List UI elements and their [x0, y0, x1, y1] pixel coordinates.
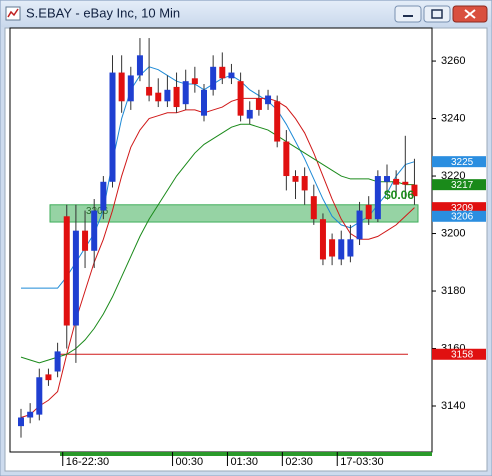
price-tag-label: 3217	[451, 180, 474, 191]
y-tick-label: 3180	[441, 285, 465, 297]
y-tick-label: 3240	[441, 112, 465, 124]
candle-body	[109, 72, 116, 182]
candle-body	[246, 109, 253, 119]
y-tick-label: 3140	[441, 400, 465, 412]
window-title: S.EBAY - eBay Inc, 10 Min	[26, 5, 180, 20]
moving-average	[20, 123, 415, 364]
candle-body	[255, 98, 262, 110]
candle-body	[146, 86, 153, 96]
price-tag	[432, 156, 486, 168]
candle-body	[201, 89, 207, 116]
candle-body	[63, 216, 70, 326]
price-change: $0.06	[384, 188, 414, 202]
candle-body	[27, 411, 34, 418]
x-tick-label: 02:30	[285, 456, 313, 468]
candle-body	[338, 239, 345, 260]
candle-body	[310, 196, 317, 220]
candle-body	[411, 184, 418, 197]
candle-body	[265, 95, 272, 105]
plot-area	[9, 27, 433, 453]
price-tag-label: 3158	[451, 349, 474, 360]
candle-body	[301, 176, 308, 191]
candle-body	[228, 72, 235, 79]
window-icon	[7, 8, 19, 18]
price-tag	[432, 202, 486, 214]
candle-body	[393, 178, 400, 185]
price-tag	[432, 348, 486, 360]
candle-body	[274, 101, 281, 142]
candle-body	[347, 239, 354, 257]
candle-body	[136, 55, 143, 76]
y-tick-label: 3260	[441, 55, 465, 67]
price-tag	[432, 210, 486, 222]
candle-body	[72, 230, 79, 326]
candle-body	[292, 176, 299, 182]
candle-body	[356, 210, 363, 240]
price-tag-label: 3209	[451, 203, 474, 214]
x-tick-label: 00:30	[176, 456, 204, 468]
candle-body	[45, 374, 52, 381]
time-strip	[60, 452, 432, 456]
y-tick-label: 3220	[441, 170, 465, 182]
candle-body	[118, 72, 125, 102]
candle-body	[319, 219, 326, 260]
candle-body	[365, 204, 372, 220]
candle-body	[127, 75, 134, 102]
candle-body	[283, 141, 290, 177]
candle-body	[164, 89, 171, 102]
candle-body	[219, 66, 226, 79]
zone-band	[49, 204, 419, 223]
candle-body	[402, 181, 409, 185]
candle-body	[384, 176, 390, 182]
candle-body	[54, 351, 61, 372]
candle-body	[36, 377, 43, 415]
x-tick-label: 17-03:30	[340, 456, 383, 468]
x-tick-label: 16-22:30	[66, 456, 109, 468]
candle-body	[155, 92, 162, 102]
candle-body	[91, 210, 98, 251]
maximize-button[interactable]	[423, 5, 451, 23]
y-tick-label: 3200	[441, 227, 465, 239]
candle-body	[173, 86, 180, 108]
candle-body	[82, 230, 89, 251]
x-tick-label: 01:30	[230, 456, 258, 468]
minimize-button[interactable]	[394, 5, 422, 23]
candle-body	[237, 81, 244, 116]
candle-body	[100, 181, 107, 211]
candle-body	[182, 81, 189, 105]
price-tag-label: 3225	[451, 157, 474, 168]
maximize-icon	[431, 9, 443, 19]
candle-body	[374, 176, 381, 220]
zone-label: 3206	[86, 206, 109, 217]
price-tag	[432, 179, 486, 191]
price-tag-label: 3206	[451, 211, 474, 222]
candle-body	[191, 78, 198, 85]
close-icon	[464, 9, 476, 19]
moving-average	[20, 97, 415, 418]
candle-body	[210, 66, 217, 90]
candle-body	[18, 417, 24, 427]
candle-body	[329, 239, 336, 257]
